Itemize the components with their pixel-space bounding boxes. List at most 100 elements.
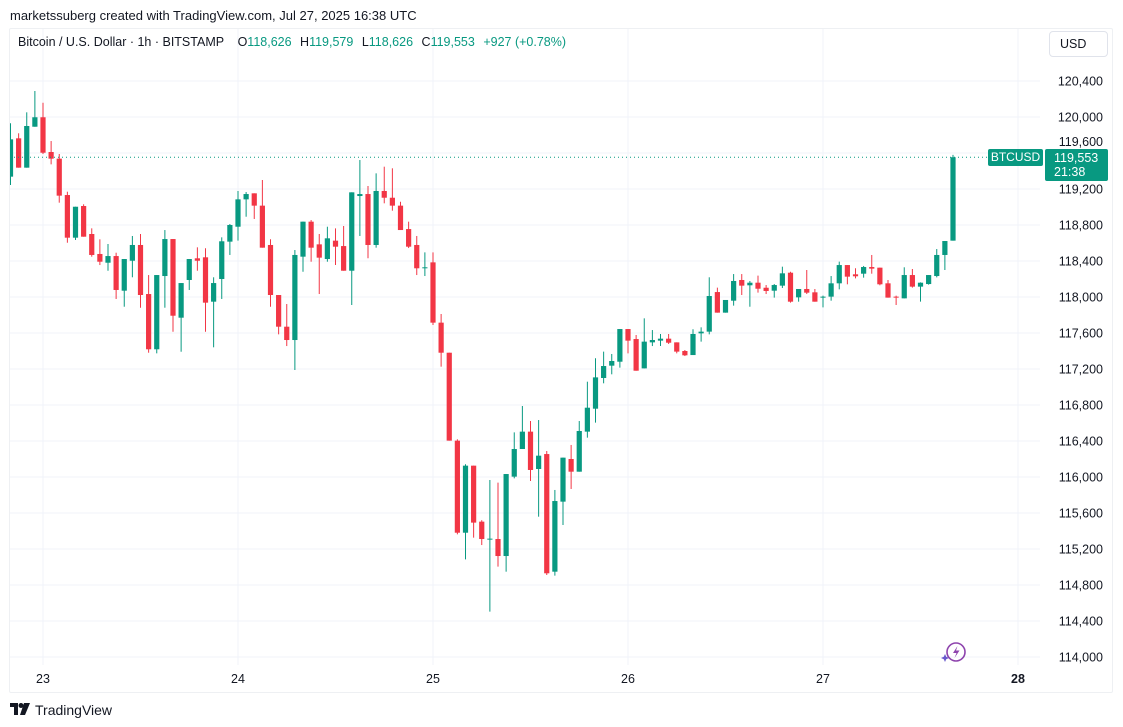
candle bbox=[186, 259, 192, 290]
candle bbox=[950, 154, 956, 241]
candle-body bbox=[690, 333, 696, 356]
candle-body bbox=[771, 285, 777, 291]
time-tick-label: 25 bbox=[426, 672, 440, 686]
candle bbox=[373, 173, 379, 248]
candle-body bbox=[414, 244, 420, 269]
candle bbox=[324, 226, 330, 262]
candle-body bbox=[162, 239, 168, 277]
candle-body bbox=[267, 244, 274, 296]
candle bbox=[755, 275, 761, 293]
candle-body bbox=[406, 229, 412, 247]
currency-button[interactable]: USD bbox=[1049, 31, 1108, 57]
candle bbox=[731, 274, 737, 306]
candle bbox=[682, 350, 688, 357]
candle bbox=[438, 314, 444, 367]
candle-body bbox=[682, 351, 688, 356]
candle-body bbox=[357, 194, 363, 197]
candle bbox=[836, 261, 842, 290]
candle bbox=[625, 329, 631, 354]
candle-body bbox=[722, 299, 729, 313]
candle-body bbox=[186, 259, 192, 280]
close-label: C bbox=[421, 35, 431, 49]
candle-body bbox=[194, 258, 200, 261]
candle bbox=[487, 479, 493, 612]
candle-body bbox=[479, 521, 485, 540]
candle-body bbox=[121, 259, 127, 291]
candle bbox=[479, 520, 485, 546]
candle bbox=[877, 267, 883, 286]
price-tick-label: 120,000 bbox=[1058, 111, 1103, 125]
candle-body bbox=[422, 267, 428, 269]
candle bbox=[72, 206, 79, 241]
candle bbox=[560, 457, 566, 525]
candle-body bbox=[129, 244, 135, 261]
candle bbox=[787, 271, 794, 303]
candle-body bbox=[625, 329, 631, 341]
price-tick-label: 120,400 bbox=[1058, 75, 1103, 89]
candle bbox=[357, 160, 363, 236]
candle bbox=[430, 252, 436, 325]
candle-body bbox=[16, 138, 22, 168]
candle bbox=[121, 259, 127, 307]
candle-body bbox=[820, 296, 826, 298]
candle bbox=[893, 295, 899, 306]
candle bbox=[592, 358, 599, 423]
candle bbox=[48, 141, 54, 165]
candle bbox=[609, 353, 615, 375]
candle bbox=[462, 464, 469, 560]
tradingview-logo-text: TradingView bbox=[35, 702, 113, 718]
price-tick-label: 115,600 bbox=[1059, 507, 1103, 521]
price-tick-label: 114,400 bbox=[1059, 615, 1103, 629]
candle bbox=[796, 288, 802, 302]
last-price-label: 119,553 21:38 bbox=[1045, 149, 1108, 181]
candle-body bbox=[852, 274, 859, 277]
candle-body bbox=[381, 190, 387, 198]
candle bbox=[511, 432, 517, 479]
candle-body bbox=[227, 225, 233, 242]
candle bbox=[519, 405, 525, 450]
candle-body bbox=[584, 407, 590, 432]
candle bbox=[552, 489, 558, 576]
candle-body bbox=[97, 253, 103, 262]
price-tick-label: 119,200 bbox=[1059, 183, 1103, 197]
candle bbox=[194, 247, 200, 271]
lightning-sparkle-icon[interactable] bbox=[940, 640, 968, 671]
candle-body bbox=[373, 190, 379, 245]
candle bbox=[32, 90, 38, 127]
candle-body bbox=[397, 205, 404, 231]
price-tick-label: 114,000 bbox=[1059, 651, 1103, 665]
candle bbox=[495, 482, 501, 567]
candle bbox=[934, 249, 940, 278]
candle bbox=[763, 285, 769, 295]
candle-body bbox=[430, 262, 436, 323]
candle bbox=[267, 239, 274, 307]
candle bbox=[942, 241, 948, 270]
candle bbox=[332, 228, 339, 266]
candle bbox=[739, 274, 745, 296]
candle bbox=[170, 239, 176, 332]
candle bbox=[276, 295, 282, 335]
candle-body bbox=[666, 338, 672, 343]
candle-body bbox=[259, 205, 265, 248]
candle bbox=[771, 284, 777, 298]
candle-body bbox=[235, 199, 241, 227]
candle-body bbox=[454, 440, 460, 533]
candle bbox=[617, 329, 623, 368]
candle bbox=[901, 267, 907, 299]
candle bbox=[243, 192, 249, 217]
candle-body bbox=[89, 234, 95, 255]
grid-lines bbox=[10, 29, 1040, 665]
candle bbox=[81, 204, 87, 237]
symbol-description[interactable]: Bitcoin / U.S. Dollar · 1h · BITSTAMP bbox=[18, 35, 225, 49]
high-value: 119,579 bbox=[309, 35, 354, 49]
candle-body bbox=[146, 294, 152, 350]
candle-body bbox=[812, 292, 818, 302]
candle bbox=[308, 220, 314, 262]
candle-body bbox=[324, 238, 330, 260]
candle-body bbox=[178, 283, 184, 318]
candle bbox=[10, 123, 14, 186]
candle-body bbox=[893, 296, 899, 298]
tradingview-logo[interactable]: TradingView bbox=[10, 702, 112, 718]
symbol-legend: Bitcoin / U.S. Dollar · 1h · BITSTAMP O1… bbox=[18, 35, 566, 49]
